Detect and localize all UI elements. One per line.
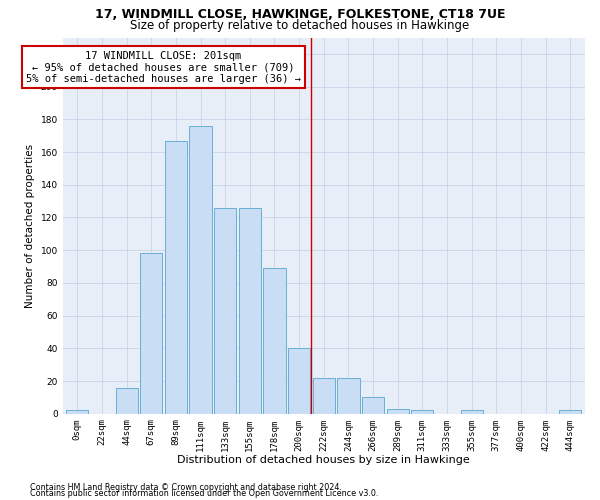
Bar	[165, 140, 187, 413]
Text: Contains public sector information licensed under the Open Government Licence v3: Contains public sector information licen…	[30, 490, 379, 498]
Bar	[313, 378, 335, 414]
Bar	[116, 388, 138, 413]
Y-axis label: Number of detached properties: Number of detached properties	[25, 144, 35, 308]
Bar	[386, 409, 409, 414]
Bar	[461, 410, 483, 414]
Bar	[337, 378, 359, 414]
Bar	[288, 348, 310, 414]
Bar	[559, 410, 581, 414]
Bar	[411, 410, 433, 414]
Text: Contains HM Land Registry data © Crown copyright and database right 2024.: Contains HM Land Registry data © Crown c…	[30, 483, 342, 492]
Bar	[214, 208, 236, 414]
Bar	[190, 126, 212, 414]
Bar	[263, 268, 286, 414]
Bar	[239, 208, 261, 414]
Text: 17 WINDMILL CLOSE: 201sqm
← 95% of detached houses are smaller (709)
5% of semi-: 17 WINDMILL CLOSE: 201sqm ← 95% of detac…	[26, 50, 301, 84]
Bar	[362, 398, 384, 413]
Bar	[140, 254, 163, 414]
Text: 17, WINDMILL CLOSE, HAWKINGE, FOLKESTONE, CT18 7UE: 17, WINDMILL CLOSE, HAWKINGE, FOLKESTONE…	[95, 8, 505, 20]
X-axis label: Distribution of detached houses by size in Hawkinge: Distribution of detached houses by size …	[178, 455, 470, 465]
Text: Size of property relative to detached houses in Hawkinge: Size of property relative to detached ho…	[130, 18, 470, 32]
Bar	[66, 410, 88, 414]
